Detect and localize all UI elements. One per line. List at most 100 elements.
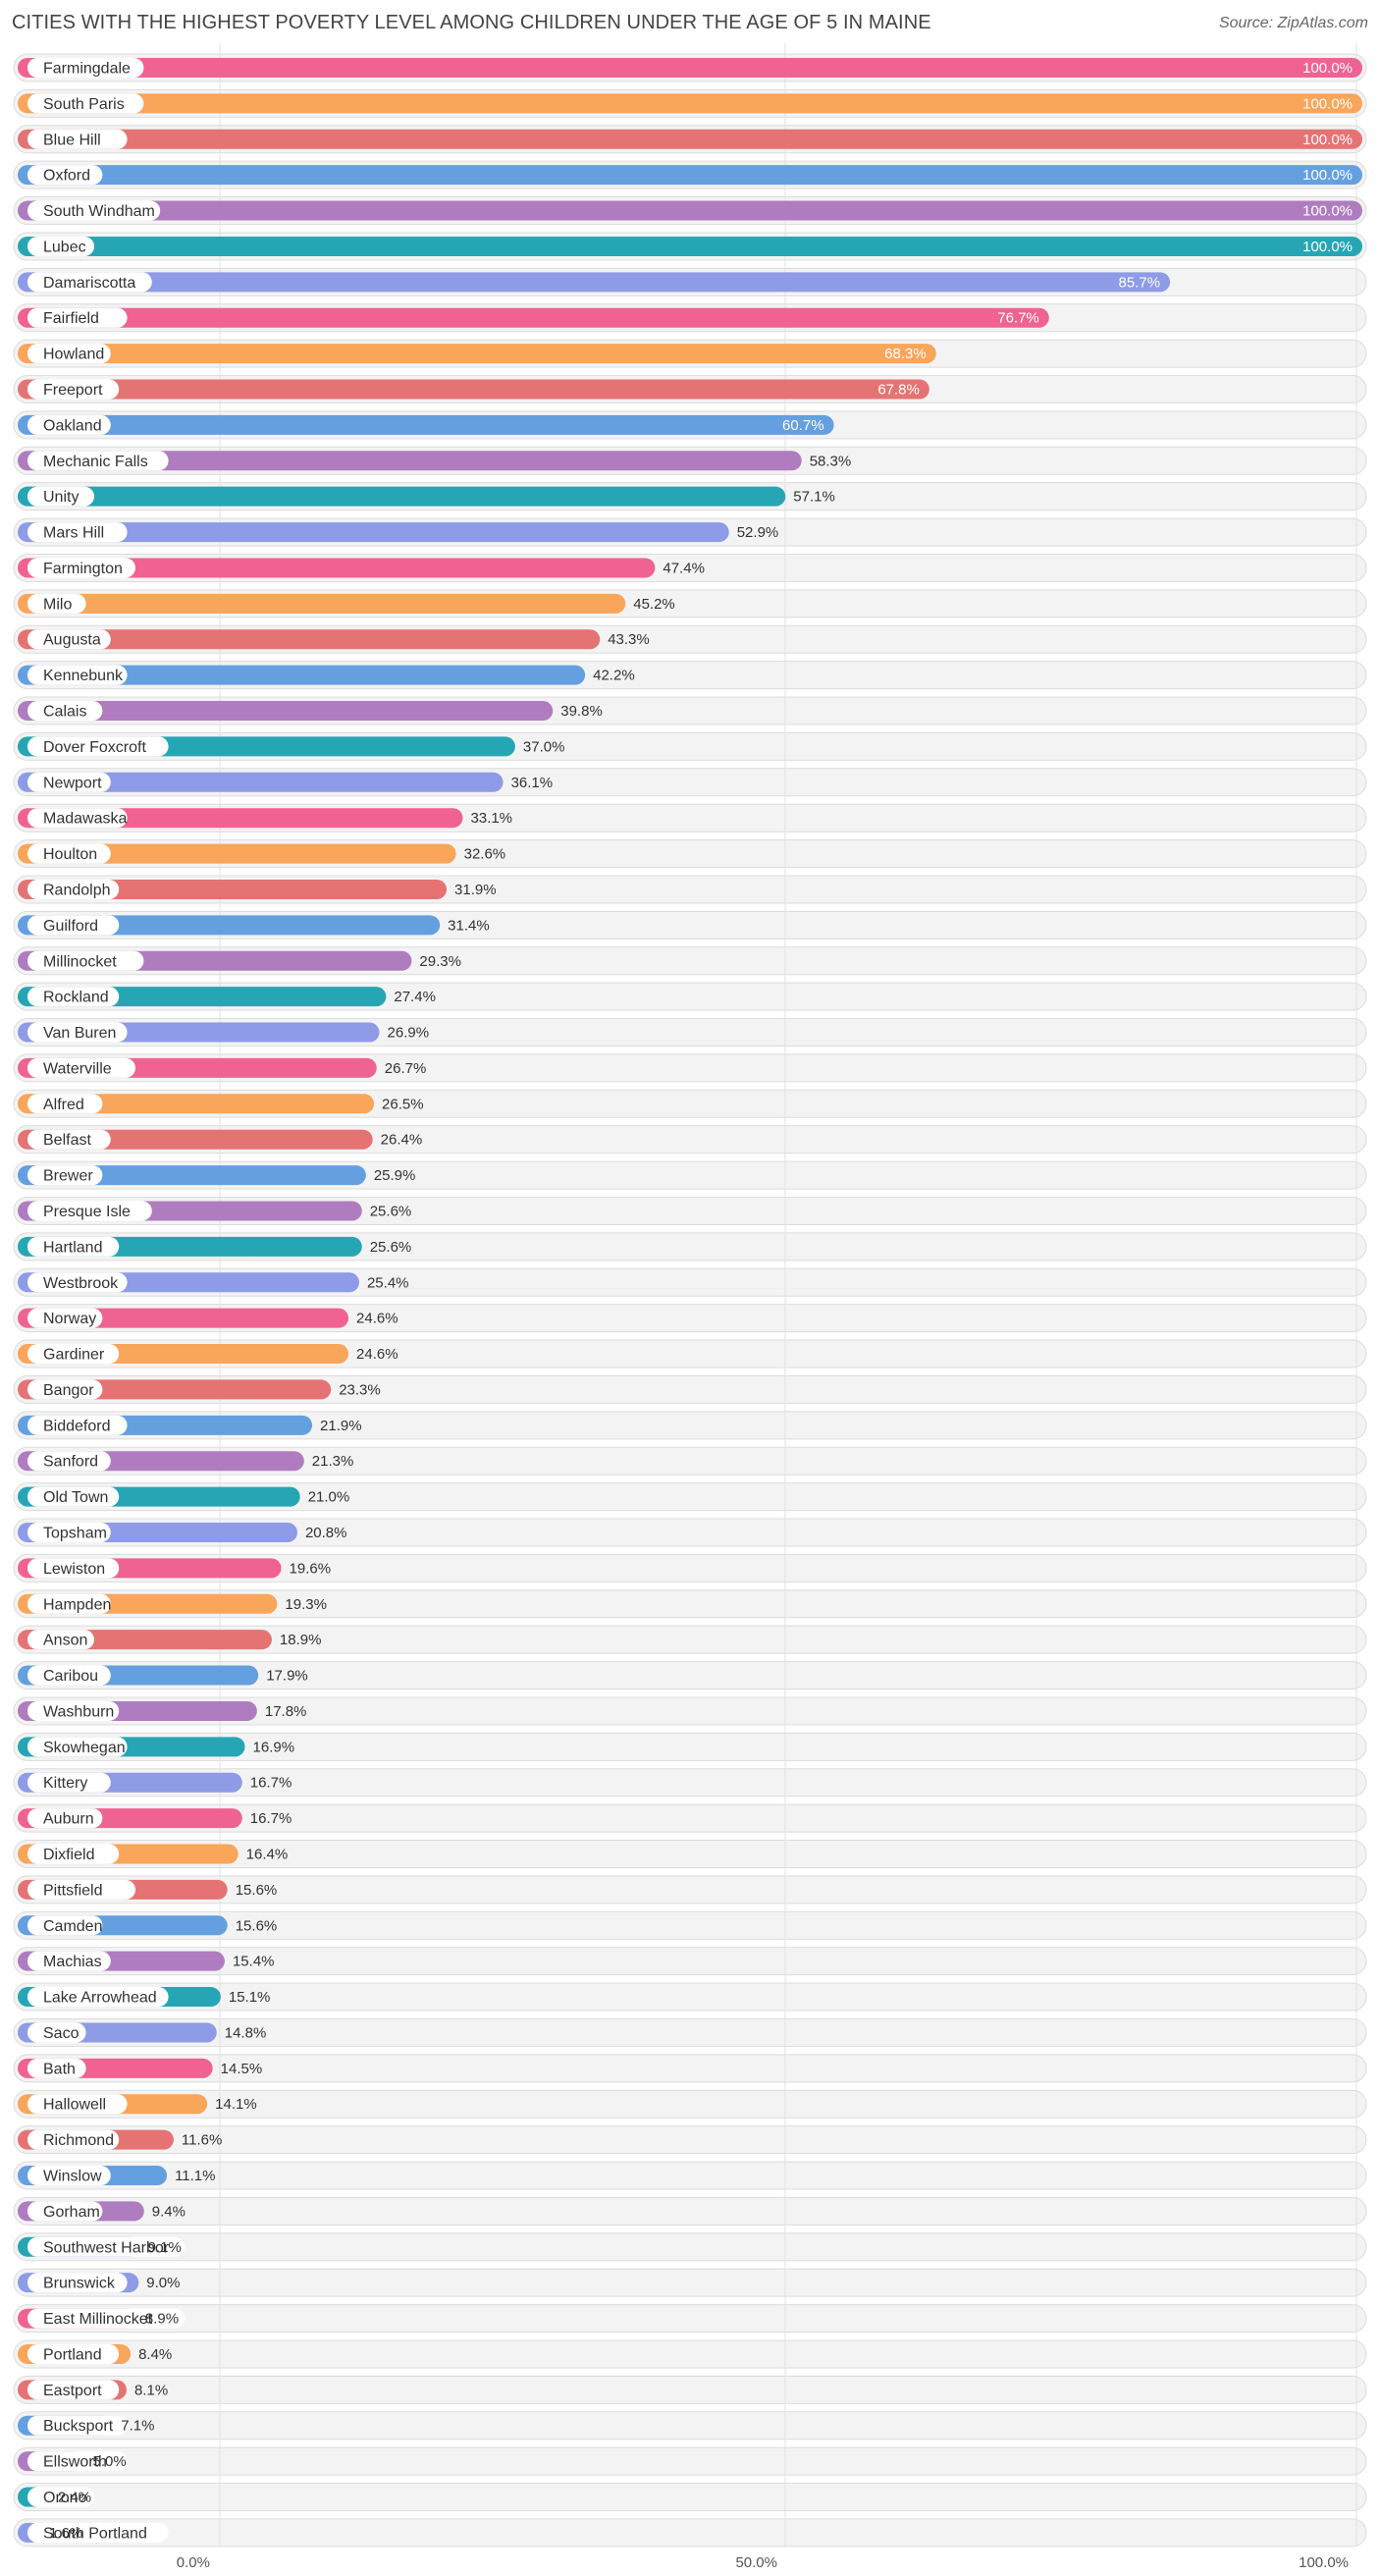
value-label: 25.6% (370, 1239, 412, 1256)
category-label: Orono (43, 2490, 87, 2506)
bar (18, 701, 554, 722)
bar-row: Hartland 25.6% (18, 1236, 412, 1257)
category-label: Alfred (43, 1097, 84, 1113)
bar-row: Alfred 26.5% (18, 1094, 424, 1114)
value-label: 16.7% (250, 1810, 292, 1827)
category-label: Presque Isle (43, 1204, 131, 1220)
bar-row: Lake Arrowhead 15.1% (18, 1987, 270, 2008)
row-background (13, 1589, 1367, 1619)
x-tick-label: 50.0% (735, 2554, 777, 2571)
value-label: 15.4% (233, 1954, 275, 1970)
bar-row: Fairfield 76.7% (18, 307, 1049, 328)
category-label-pill (27, 1308, 103, 1328)
category-label: Camden (43, 1918, 102, 1935)
category-label: Augusta (43, 632, 101, 649)
bar (18, 593, 626, 614)
category-label-pill (27, 1558, 120, 1579)
bar-row: Richmond 11.6% (18, 2129, 222, 2150)
row-background (13, 1518, 1367, 1547)
category-label-pill (27, 1486, 120, 1507)
row-background (13, 2304, 1367, 2334)
value-label: 42.2% (593, 668, 635, 684)
row-background (13, 1625, 1367, 1654)
category-label: Lubec (43, 239, 86, 255)
bar-row: Westbrook 25.4% (18, 1272, 409, 1293)
value-label: 26.4% (381, 1132, 423, 1149)
value-label: 57.1% (793, 489, 835, 506)
category-label: Auburn (43, 1811, 94, 1828)
category-label-pill (27, 1415, 128, 1435)
bar-row: Freeport 67.8% (18, 379, 929, 400)
value-label: 15.6% (236, 1917, 278, 1934)
category-label-pill (27, 879, 120, 899)
category-label-pill (27, 1844, 120, 1864)
bar-row: Bucksport 7.1% (18, 2415, 154, 2436)
bar (18, 414, 834, 435)
bar-row: Mechanic Falls 58.3% (18, 451, 852, 471)
bar-row: Hallowell 14.1% (18, 2094, 257, 2115)
category-label: Southwest Harbor (43, 2239, 170, 2256)
x-tick-label: 100.0% (1299, 2554, 1349, 2571)
category-label: Milo (43, 596, 72, 613)
bar-row: Gorham 9.4% (18, 2201, 186, 2222)
category-label: Freeport (43, 382, 103, 399)
row-background (13, 2483, 1367, 2512)
value-label: 24.6% (356, 1311, 398, 1327)
value-label: 14.5% (221, 2061, 263, 2077)
value-label: 29.3% (419, 953, 461, 970)
value-label: 100.0% (1302, 239, 1353, 255)
category-label-pill (27, 987, 120, 1007)
row-background (13, 1696, 1367, 1726)
category-label-pill (27, 2522, 169, 2543)
value-label: 32.6% (464, 846, 506, 863)
value-label: 8.9% (145, 2311, 179, 2328)
category-label-pill (27, 2022, 86, 2043)
value-label: 5.0% (93, 2453, 127, 2470)
value-label: 58.3% (810, 453, 852, 469)
category-label: East Millinocket (43, 2311, 153, 2328)
bar-row: Houlton 32.6% (18, 843, 506, 864)
value-label: 33.1% (470, 810, 512, 827)
value-label: 31.9% (454, 882, 497, 898)
category-label: Caribou (43, 1668, 98, 1685)
bar-row: Bangor 23.3% (18, 1379, 381, 1400)
value-label: 37.0% (523, 738, 565, 755)
bar (18, 379, 929, 400)
category-label-pill (27, 2166, 111, 2186)
category-label: Fairfield (43, 310, 99, 327)
category-label-pill (27, 2236, 186, 2257)
bar-row: Rockland 27.4% (18, 987, 436, 1007)
bar-row: South Windham 100.0% (18, 200, 1362, 221)
bar (18, 93, 1362, 114)
value-label: 26.5% (382, 1096, 424, 1112)
bar (18, 843, 456, 864)
category-label: Brunswick (43, 2276, 116, 2292)
value-label: 60.7% (782, 417, 824, 434)
row-background (13, 1374, 1367, 1404)
bar-row: Howland 68.3% (18, 344, 936, 364)
category-label: Biddeford (43, 1418, 111, 1434)
category-label-pill (27, 1522, 111, 1542)
value-label: 100.0% (1302, 95, 1353, 112)
bar-row: Augusta 43.3% (18, 629, 650, 650)
value-label: 100.0% (1302, 132, 1353, 148)
category-label-pill (27, 451, 169, 471)
row-background (13, 1910, 1367, 1940)
category-label: Norway (43, 1311, 96, 1327)
value-label: 100.0% (1302, 167, 1353, 184)
category-label-pill (27, 1665, 111, 1686)
category-label: Houlton (43, 846, 97, 863)
value-label: 25.4% (367, 1274, 409, 1291)
category-label-pill (27, 1165, 103, 1186)
category-label-pill (27, 129, 128, 149)
category-label: Brewer (43, 1168, 93, 1185)
value-label: 21.0% (308, 1489, 350, 1506)
category-label-pill (27, 2415, 128, 2436)
category-label-pill (27, 522, 128, 543)
bar (18, 1094, 375, 1114)
bar-row: Pittsfield 15.6% (18, 1879, 277, 1900)
category-label-pill (27, 2058, 86, 2078)
category-label-pill (27, 2201, 103, 2222)
category-label: Bath (43, 2061, 76, 2077)
